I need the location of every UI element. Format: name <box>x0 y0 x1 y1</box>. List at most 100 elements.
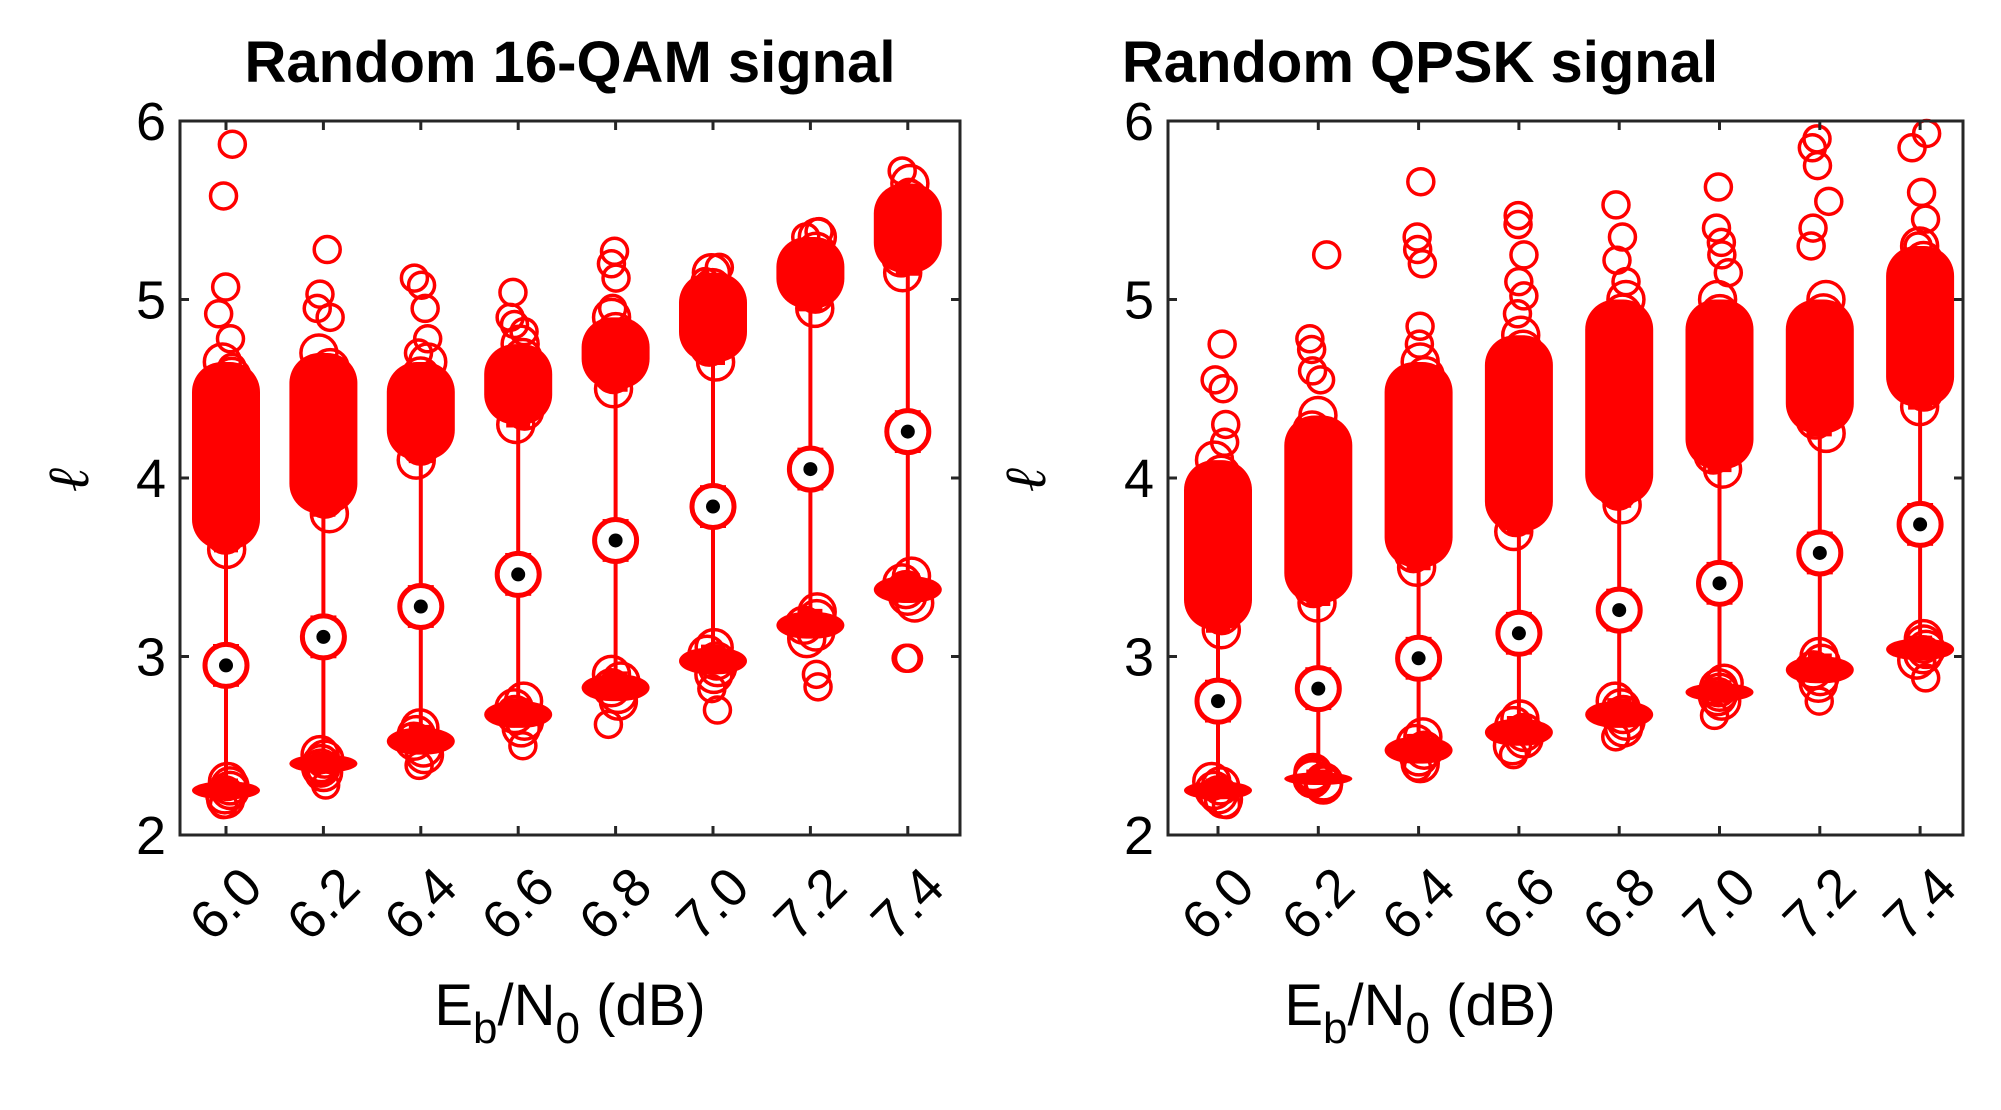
outlier-point <box>1611 266 1641 297</box>
lower-cluster-point <box>796 612 836 652</box>
y-tick-label: 4 <box>136 449 166 509</box>
upper-cluster-point <box>1704 406 1745 447</box>
upper-cluster-point <box>1596 457 1636 498</box>
outlier-point <box>1796 231 1826 261</box>
x-tick-label: 6.8 <box>1571 856 1667 952</box>
x-tick-label: 7.4 <box>860 856 956 952</box>
lower-cluster-point <box>1303 765 1344 805</box>
upper-cluster-point <box>504 391 545 431</box>
upper-cluster-point <box>1606 279 1646 320</box>
x-axis-label: Eb/N0 (dB) <box>434 973 705 1053</box>
outlier-point <box>217 129 248 159</box>
outlier-point <box>1802 150 1833 181</box>
median-dot <box>1511 626 1526 641</box>
lower-cluster-point <box>394 721 434 762</box>
outlier-point <box>1402 234 1433 265</box>
lower-cluster-point <box>1906 629 1946 670</box>
upper-cluster-point <box>594 340 635 380</box>
upper-cluster-point <box>212 356 252 397</box>
upper-cluster-point <box>1797 333 1838 373</box>
upper-cluster-point <box>1392 520 1433 560</box>
y-tick-label: 2 <box>1124 806 1154 866</box>
upper-cluster-point <box>502 377 542 418</box>
upper-cluster-point <box>695 342 736 382</box>
outlier-point <box>217 352 247 383</box>
upper-cluster-point <box>1803 293 1844 333</box>
lower-cluster-point <box>1504 719 1544 759</box>
upper-cluster-point <box>1201 567 1242 608</box>
upper-cluster-point <box>1201 525 1241 565</box>
outlier-point <box>1707 240 1737 270</box>
outlier-point <box>1906 177 1937 208</box>
median-dot <box>316 629 331 644</box>
upper-cluster-point <box>1396 547 1437 587</box>
outlier-point <box>499 309 530 340</box>
upper-cluster-point <box>698 297 738 338</box>
lower-cluster-point <box>504 701 545 741</box>
x-tick-label: 7.2 <box>1772 856 1868 952</box>
outlier-point <box>1910 204 1941 234</box>
upper-cluster-point <box>1896 270 1937 310</box>
upper-cluster-point <box>498 351 539 391</box>
outlier-point <box>1311 240 1342 270</box>
outlier-point <box>410 293 440 324</box>
lower-cluster-point <box>894 583 935 623</box>
upper-cluster-point <box>1302 424 1342 465</box>
upper-cluster-point <box>1391 492 1432 533</box>
upper-cluster-point <box>1393 533 1434 574</box>
outlier-point <box>509 316 539 347</box>
upper-cluster-point <box>396 370 437 410</box>
upper-cluster-point <box>1500 315 1541 355</box>
lower-cluster-point <box>1697 676 1738 717</box>
upper-cluster-point <box>495 404 536 445</box>
upper-cluster-point <box>303 377 343 417</box>
upper-cluster-point <box>1695 322 1736 362</box>
outlier-point <box>893 195 923 225</box>
outlier-point <box>312 234 342 265</box>
chart-qpsk: Random QPSK signal ℓ Eb/N0 (dB) 6.0 6.2 6.… <box>991 30 1968 1053</box>
x-tick-label: 6.4 <box>373 856 469 952</box>
upper-cluster-point <box>1599 348 1640 388</box>
y-tick-label: 3 <box>1124 628 1154 688</box>
outlier-point <box>1503 209 1533 240</box>
upper-cluster-point <box>795 274 836 314</box>
outlier-point <box>498 277 528 308</box>
upper-cluster-point <box>298 362 338 403</box>
upper-cluster-point <box>1599 361 1639 402</box>
upper-cluster-point <box>1403 396 1443 437</box>
upper-cluster-point <box>305 479 345 519</box>
upper-cluster-point <box>786 245 826 286</box>
outlier-point <box>399 263 430 293</box>
outlier-point <box>1601 190 1631 220</box>
upper-cluster-point <box>1403 383 1444 423</box>
median-dot <box>803 462 818 477</box>
outlier-point <box>306 755 336 786</box>
x-tick-label: 6.6 <box>1471 856 1567 952</box>
lower-cluster-point <box>697 647 738 688</box>
lower-cluster-point <box>1701 681 1742 721</box>
upper-cluster <box>1886 245 1955 407</box>
outlier-point <box>1797 133 1828 163</box>
outlier-point <box>1713 257 1744 288</box>
upper-cluster-point <box>1692 364 1733 405</box>
median-dot <box>1913 517 1928 532</box>
lower-cluster-point <box>1492 726 1533 766</box>
outlier-point <box>593 709 624 740</box>
upper-cluster-point <box>402 412 442 452</box>
upper-cluster-point <box>206 529 247 570</box>
outlier-point <box>1503 200 1533 231</box>
outlier-point <box>887 156 917 186</box>
outlier-point <box>1296 334 1327 365</box>
outlier-point <box>597 293 628 324</box>
upper-cluster-point <box>795 288 835 329</box>
outlier-point <box>1504 266 1534 297</box>
outlier-point <box>1509 240 1539 270</box>
outlier-point <box>310 770 341 800</box>
upper-cluster-point <box>1191 581 1232 622</box>
outlier-point <box>1297 356 1328 386</box>
outlier-point <box>702 695 733 725</box>
outlier-point <box>404 750 434 781</box>
upper-cluster-point <box>1300 482 1341 522</box>
upper-cluster-point <box>1592 416 1633 457</box>
